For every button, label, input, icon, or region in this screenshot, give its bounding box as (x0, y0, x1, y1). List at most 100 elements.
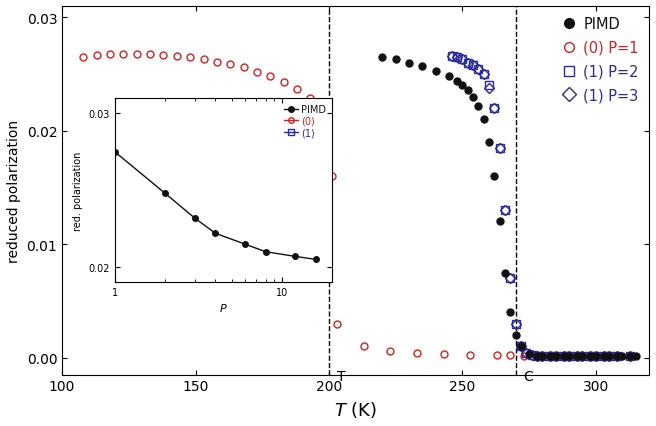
Text: T: T (337, 369, 346, 383)
(0) P=1 (239, 66, 247, 71)
PIMD (453, 79, 461, 84)
Line: PIMD: PIMD (379, 55, 639, 360)
PIMD (619, 354, 626, 359)
(1) P=2 (506, 276, 514, 281)
(1) P=3 (485, 86, 493, 91)
(0) P=1 (613, 354, 621, 359)
(1) P=3 (546, 354, 554, 359)
PIMD (573, 354, 581, 359)
(1) P=3 (552, 354, 560, 359)
(1) P=2 (626, 354, 634, 359)
(0) P=1 (146, 52, 154, 57)
(1) P=3 (592, 354, 600, 359)
(1) P=2 (469, 63, 477, 68)
(1) P=2 (527, 353, 535, 358)
PIMD (533, 354, 541, 359)
(1) P=3 (506, 276, 514, 281)
(0) P=1 (79, 55, 87, 60)
(1) P=2 (579, 354, 586, 359)
(0) P=1 (560, 354, 567, 359)
(1) P=2 (605, 354, 613, 359)
(0) P=1 (546, 354, 554, 359)
(0) P=1 (253, 70, 261, 75)
PIMD (613, 354, 621, 359)
Y-axis label: reduced polarization: reduced polarization (7, 119, 21, 262)
(1) P=3 (480, 72, 487, 78)
(0) P=1 (333, 321, 341, 326)
(0) P=1 (306, 96, 314, 101)
(1) P=3 (447, 54, 455, 59)
(0) P=1 (573, 354, 581, 359)
(0) P=1 (506, 353, 514, 358)
(0) P=1 (213, 60, 221, 65)
X-axis label: $T$ (K): $T$ (K) (334, 399, 377, 419)
PIMD (592, 354, 600, 359)
(1) P=3 (560, 354, 567, 359)
PIMD (517, 344, 525, 349)
(0) P=1 (359, 344, 367, 349)
(0) P=1 (186, 55, 194, 60)
(1) P=3 (453, 55, 461, 60)
(0) P=1 (493, 353, 501, 358)
(1) P=2 (447, 54, 455, 59)
(0) P=1 (586, 354, 594, 359)
(0) P=1 (533, 354, 541, 359)
(0) P=1 (173, 54, 181, 59)
(0) P=1 (119, 52, 127, 57)
(0) P=1 (199, 58, 207, 63)
(1) P=2 (474, 68, 482, 73)
(1) P=2 (480, 72, 487, 78)
(1) P=2 (613, 354, 621, 359)
(0) P=1 (226, 62, 234, 67)
(1) P=2 (464, 61, 472, 66)
(0) P=1 (293, 87, 301, 92)
(1) P=3 (501, 208, 509, 213)
(1) P=2 (453, 55, 461, 60)
(1) P=3 (613, 354, 621, 359)
(0) P=1 (520, 354, 527, 359)
(1) P=3 (459, 58, 466, 63)
(1) P=3 (626, 354, 634, 359)
Line: (1) P=2: (1) P=2 (448, 53, 634, 360)
(1) P=2 (592, 354, 600, 359)
(1) P=3 (469, 63, 477, 68)
(1) P=3 (600, 354, 607, 359)
(0) P=1 (133, 52, 141, 57)
(1) P=2 (501, 208, 509, 213)
(0) P=1 (106, 52, 114, 57)
(1) P=2 (485, 83, 493, 89)
(1) P=3 (539, 354, 546, 359)
PIMD (605, 354, 613, 359)
(0) P=1 (93, 53, 101, 58)
(1) P=2 (560, 354, 567, 359)
(1) P=2 (565, 354, 573, 359)
PIMD (579, 354, 586, 359)
(0) P=1 (279, 80, 287, 85)
(1) P=3 (474, 68, 482, 73)
PIMD (512, 333, 520, 338)
(1) P=3 (605, 354, 613, 359)
PIMD (506, 310, 514, 315)
(1) P=3 (491, 106, 499, 111)
PIMD (469, 95, 477, 100)
(1) P=2 (539, 354, 546, 359)
Line: (1) P=3: (1) P=3 (448, 53, 634, 360)
PIMD (565, 354, 573, 359)
(1) P=2 (517, 344, 525, 349)
Line: (0) P=1: (0) P=1 (80, 51, 634, 360)
(1) P=2 (573, 354, 581, 359)
PIMD (546, 354, 554, 359)
PIMD (419, 64, 426, 69)
(0) P=1 (626, 354, 634, 359)
(1) P=2 (546, 354, 554, 359)
PIMD (459, 83, 466, 89)
(1) P=3 (565, 354, 573, 359)
PIMD (632, 354, 640, 359)
(1) P=3 (464, 61, 472, 66)
(0) P=1 (600, 354, 607, 359)
(0) P=1 (327, 174, 335, 179)
(1) P=2 (600, 354, 607, 359)
(1) P=3 (527, 353, 535, 358)
(0) P=1 (466, 353, 474, 358)
PIMD (496, 219, 504, 225)
